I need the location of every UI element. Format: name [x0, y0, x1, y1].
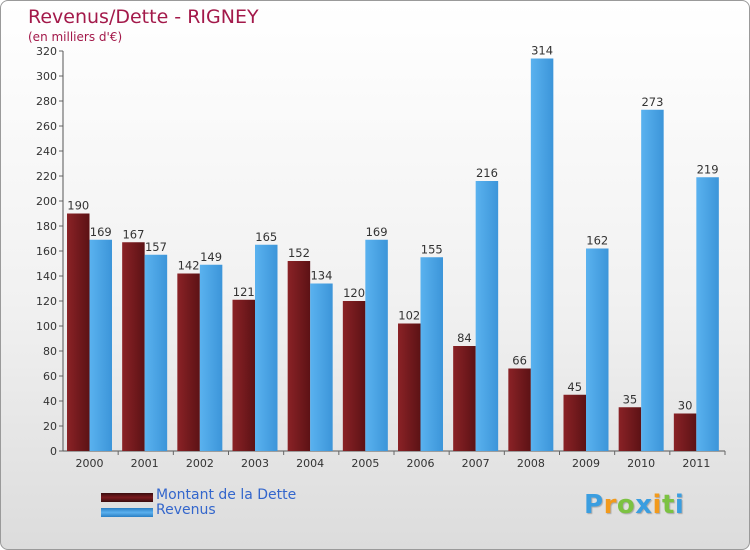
- data-label: 314: [531, 44, 553, 58]
- bar-dette: [398, 323, 421, 451]
- bar-dette: [618, 407, 642, 451]
- legend-label-dette: Montant de la Dette: [156, 487, 297, 503]
- data-label: 120: [343, 286, 365, 300]
- data-label: 30: [678, 399, 693, 413]
- bar-revenus: [365, 239, 388, 451]
- bar-revenus: [199, 264, 223, 451]
- data-label: 157: [145, 240, 167, 254]
- chart-title: Revenus/Dette - RIGNEY: [28, 6, 259, 28]
- x-tick-label: 2004: [296, 457, 324, 470]
- bar-revenus: [144, 254, 168, 451]
- bar-dette: [342, 301, 366, 451]
- x-tick-label: 2009: [572, 457, 600, 470]
- y-tick-label: 20: [43, 420, 57, 433]
- bar-dette: [673, 413, 697, 451]
- legend-swatch-revenus: [101, 508, 153, 517]
- bar-revenus: [641, 109, 664, 451]
- logo-letter: r: [603, 490, 617, 520]
- bar-dette: [563, 394, 586, 451]
- data-label: 142: [178, 259, 200, 273]
- data-label: 35: [623, 392, 638, 406]
- x-tick-label: 2005: [351, 457, 379, 470]
- data-label: 190: [67, 199, 89, 213]
- data-label: 162: [586, 234, 608, 248]
- y-tick-label: 40: [43, 395, 57, 408]
- y-tick-label: 160: [36, 245, 57, 258]
- bar-revenus: [310, 283, 333, 451]
- logo-letter: i: [652, 490, 662, 520]
- y-tick-label: 260: [36, 120, 57, 133]
- logo-letter: t: [661, 490, 675, 520]
- proxiti-logo: Proxiti: [584, 490, 684, 520]
- data-label: 45: [567, 380, 582, 394]
- x-tick-label: 2000: [76, 457, 104, 470]
- x-tick-label: 2008: [517, 457, 545, 470]
- y-tick-label: 300: [36, 70, 57, 83]
- data-label: 216: [476, 166, 498, 180]
- data-label: 155: [421, 242, 443, 256]
- legend-swatch-dette: [101, 493, 153, 502]
- y-tick-label: 180: [36, 220, 57, 233]
- data-label: 169: [90, 225, 112, 239]
- x-tick-label: 2001: [131, 457, 159, 470]
- y-tick-label: 0: [50, 445, 57, 458]
- logo-letter: x: [635, 490, 653, 520]
- x-tick-label: 2003: [241, 457, 269, 470]
- bar-dette: [67, 213, 90, 451]
- data-label: 152: [288, 246, 310, 260]
- data-label: 273: [641, 95, 663, 109]
- bar-revenus: [420, 257, 443, 451]
- logo-letter: P: [584, 490, 604, 520]
- data-label: 84: [457, 331, 472, 345]
- chart-subtitle: (en milliers d'€): [28, 30, 123, 44]
- y-tick-label: 200: [36, 195, 57, 208]
- x-tick-label: 2002: [186, 457, 214, 470]
- x-tick-label: 2007: [462, 457, 490, 470]
- y-tick-label: 80: [43, 345, 57, 358]
- y-tick-label: 100: [36, 320, 57, 333]
- bar-dette: [287, 261, 311, 451]
- y-tick-label: 140: [36, 270, 57, 283]
- data-label: 121: [233, 285, 255, 299]
- data-label: 134: [310, 269, 332, 283]
- logo-letter: o: [616, 490, 636, 520]
- data-label: 169: [366, 225, 388, 239]
- data-label: 167: [122, 227, 144, 241]
- x-tick-label: 2011: [682, 457, 710, 470]
- bar-dette: [453, 346, 476, 451]
- bar-revenus: [89, 239, 112, 451]
- y-tick-label: 60: [43, 370, 57, 383]
- data-label: 165: [255, 230, 277, 244]
- bar-dette: [232, 299, 255, 451]
- bar-dette: [177, 273, 200, 451]
- x-tick-label: 2010: [627, 457, 655, 470]
- y-tick-label: 240: [36, 145, 57, 158]
- bar-revenus: [255, 244, 278, 451]
- bar-revenus: [696, 177, 719, 451]
- logo-letter: i: [674, 490, 685, 520]
- bar-revenus: [530, 58, 554, 451]
- data-label: 66: [512, 354, 527, 368]
- y-tick-label: 220: [36, 170, 57, 183]
- y-tick-label: 280: [36, 95, 57, 108]
- legend-label-revenus: Revenus: [156, 502, 216, 518]
- bar-revenus: [475, 181, 499, 451]
- x-tick-label: 2006: [407, 457, 435, 470]
- bar-dette: [122, 242, 145, 451]
- bar-revenus: [586, 248, 609, 451]
- data-label: 219: [697, 162, 719, 176]
- bar-dette: [508, 368, 531, 451]
- data-label: 102: [398, 309, 420, 323]
- y-tick-label: 120: [36, 295, 57, 308]
- y-tick-label: 320: [36, 45, 57, 58]
- data-label: 149: [200, 250, 222, 264]
